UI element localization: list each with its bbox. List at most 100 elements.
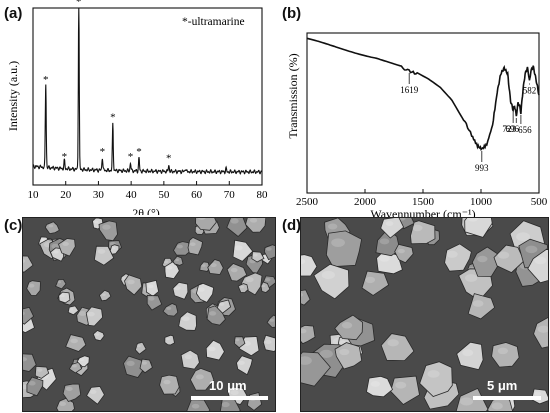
xrd-x-tick-label: 60 xyxy=(191,189,203,201)
ftir-x-tick-label: 2500 xyxy=(296,196,319,208)
ftir-x-tick-label: 1500 xyxy=(412,196,435,208)
sem-particle-highlight xyxy=(93,220,99,224)
xrd-peak-marker: * xyxy=(100,146,106,158)
sem-particle-highlight xyxy=(462,349,474,357)
sem-particle-highlight xyxy=(230,390,239,396)
sem-particle-highlight xyxy=(525,245,538,254)
sem-particle-highlight xyxy=(111,246,116,250)
ftir-peak-annotation: 1619 xyxy=(400,85,419,95)
sem-particle-highlight xyxy=(210,263,217,268)
sem-particle xyxy=(325,230,363,268)
sem-particle xyxy=(260,281,271,294)
sem-particle xyxy=(207,259,224,275)
sem-particle xyxy=(189,367,215,391)
sem-particle xyxy=(162,303,179,317)
xrd-x-axis-label: 2θ (°) xyxy=(132,206,160,215)
sem-particle xyxy=(85,306,104,327)
sem-particle-highlight xyxy=(195,228,200,231)
sem-particle-highlight xyxy=(189,242,196,247)
xrd-peak-marker: * xyxy=(62,151,68,163)
sem-particle xyxy=(76,355,90,368)
sem-particle xyxy=(390,375,420,406)
ftir-peak-annotation: 582 xyxy=(523,86,537,96)
sem-particle-highlight xyxy=(184,354,193,360)
sem-particle xyxy=(263,244,275,261)
sem-particle xyxy=(380,218,405,239)
sem-particle-highlight xyxy=(379,238,390,245)
sem-particle xyxy=(236,355,253,376)
sem-particle xyxy=(139,358,153,374)
sem-particle-highlight xyxy=(497,347,509,355)
sem-particle xyxy=(195,218,217,231)
sem-particle xyxy=(301,324,316,345)
sem-particle-highlight xyxy=(243,340,251,346)
sem-particle-highlight xyxy=(319,349,333,359)
xrd-peak-marker: * xyxy=(166,152,172,164)
sem-particle-highlight xyxy=(240,285,245,289)
xrd-x-tick-label: 30 xyxy=(93,189,105,201)
sem-particle xyxy=(493,244,525,274)
scale-bar-label-c: 10 μm xyxy=(209,378,247,393)
sem-particle-highlight xyxy=(221,402,230,408)
sem-particle-highlight xyxy=(395,381,407,389)
sem-particle-highlight xyxy=(467,218,479,222)
sem-particle-highlight xyxy=(412,224,423,232)
sem-particle-highlight xyxy=(472,300,484,307)
sem-particle-highlight xyxy=(427,370,440,378)
xrd-x-tick-label: 50 xyxy=(158,189,170,201)
scale-bar-d xyxy=(473,396,541,400)
sem-particle xyxy=(23,306,35,325)
sem-particle xyxy=(266,314,275,328)
sem-particle-highlight xyxy=(65,386,73,392)
sem-particle-highlight xyxy=(176,244,183,249)
sem-particle xyxy=(240,272,263,296)
sem-particle xyxy=(226,263,248,282)
sem-particle-highlight xyxy=(148,296,155,301)
sem-particle xyxy=(146,294,163,311)
sem-particle-highlight xyxy=(516,232,531,242)
sem-particle xyxy=(301,254,318,277)
sem-particle xyxy=(55,279,67,290)
sem-particle-highlight xyxy=(28,381,36,386)
sem-particle-highlight xyxy=(48,224,54,228)
sem-particle-highlight xyxy=(72,364,77,368)
ftir-x-tick-label: 1000 xyxy=(470,196,493,208)
sem-particle-highlight xyxy=(23,258,26,263)
sem-particle xyxy=(527,248,548,284)
sem-particle-highlight xyxy=(126,360,135,367)
sem-particle xyxy=(164,334,175,346)
sem-particle-highlight xyxy=(230,218,239,224)
sem-particle-highlight xyxy=(230,267,238,273)
sem-particle-highlight xyxy=(537,325,548,333)
sem-particle-highlight xyxy=(53,250,59,254)
xrd-plot-frame xyxy=(32,7,263,186)
panel-label-c: (c) xyxy=(4,217,23,234)
sem-particle-highlight xyxy=(497,251,510,259)
sem-particle xyxy=(301,289,311,306)
xrd-chart: 10 20 30 40 50 60 70 80 ****** ** 2θ (°) Intensi… xyxy=(6,0,268,215)
sem-particle xyxy=(26,376,44,397)
sem-particle-highlight xyxy=(264,277,271,282)
ftir-peak-annotation: 656 xyxy=(518,125,532,135)
ftir-peak-annotation: 696 xyxy=(506,124,520,134)
xrd-peak-marker: * xyxy=(136,146,142,158)
sem-particle xyxy=(262,334,275,352)
sem-particle-highlight xyxy=(238,360,245,365)
sem-particle-highlight xyxy=(208,346,216,352)
panel-label-d: (d) xyxy=(282,217,302,234)
sem-particle-highlight xyxy=(460,397,474,406)
sem-particle-highlight xyxy=(331,238,345,248)
xrd-peak-marker: * xyxy=(110,112,116,124)
ftir-y-axis-label: Transmission (%) xyxy=(286,53,300,138)
sem-particle xyxy=(134,341,147,355)
sem-particle-highlight xyxy=(141,361,147,365)
sem-particle-highlight xyxy=(197,218,206,220)
sem-particle-highlight xyxy=(51,243,60,249)
sem-particle-highlight xyxy=(477,255,488,263)
xrd-x-tick-label: 70 xyxy=(224,189,236,201)
sem-particle-highlight xyxy=(175,259,179,262)
sem-particle xyxy=(419,361,453,397)
sem-particle xyxy=(86,386,105,405)
sem-particle xyxy=(464,218,493,238)
sem-particle xyxy=(251,251,265,263)
